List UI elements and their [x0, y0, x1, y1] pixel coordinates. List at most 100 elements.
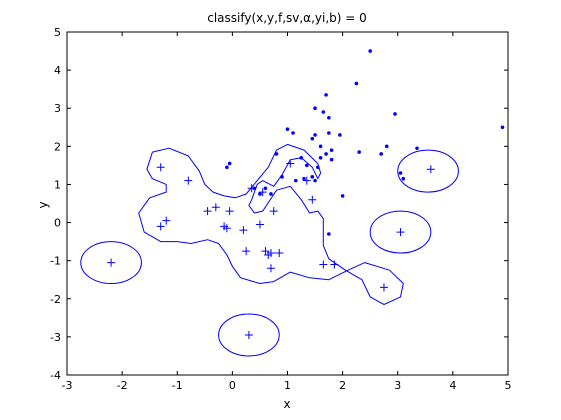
data-point-dot: [313, 133, 317, 137]
y-tick-label: 1: [54, 178, 61, 191]
data-point-dot: [285, 127, 290, 131]
data-point-plus: [258, 188, 267, 197]
data-point-plus: [302, 176, 311, 185]
data-point-dot: [384, 144, 389, 149]
data-point-plus: [156, 222, 165, 231]
data-point-dot: [327, 232, 331, 236]
x-tick-label: 0: [229, 379, 236, 392]
y-tick-label: -2: [50, 293, 61, 306]
data-point-dot: [357, 150, 361, 154]
data-point-dot: [316, 165, 320, 170]
data-point-dot: [340, 194, 345, 198]
data-point-plus: [239, 226, 248, 235]
data-point-dot: [227, 161, 232, 166]
contour-4: [138, 143, 404, 305]
data-point-dot: [398, 171, 403, 175]
data-point-dot: [274, 152, 279, 156]
data-point-plus: [242, 247, 251, 256]
chart-title: classify(x,y,f,sv,α,yi,b) = 0: [207, 11, 367, 25]
data-point-dot: [280, 175, 284, 179]
data-point-dot: [310, 136, 315, 141]
data-point-dot: [304, 163, 309, 168]
data-point-plus: [225, 207, 234, 216]
contour-1: [369, 210, 432, 254]
x-tick-label: -2: [117, 379, 128, 392]
y-tick-label: 4: [54, 64, 61, 77]
data-point-dot: [338, 133, 342, 137]
data-point-plus: [266, 249, 275, 258]
data-point-plus: [286, 159, 295, 168]
y-axis-label: y: [36, 201, 50, 208]
y-tick-label: -1: [50, 255, 61, 268]
data-point-dot: [291, 131, 295, 135]
data-point-plus: [308, 195, 317, 204]
y-tick-label: -3: [50, 331, 61, 344]
data-point-dot: [327, 131, 331, 135]
data-point-dot: [329, 157, 334, 162]
x-tick-label: -1: [172, 379, 183, 392]
data-point-dot: [310, 175, 315, 179]
data-point-plus: [396, 228, 405, 237]
x-axis-label: x: [283, 397, 290, 411]
data-point-plus: [222, 224, 231, 233]
y-tick-label: -4: [50, 369, 61, 382]
x-tick-label: 5: [505, 379, 512, 392]
data-point-dot: [415, 146, 419, 151]
data-point-plus: [275, 249, 284, 258]
data-point-dot: [324, 93, 328, 97]
data-points: [107, 49, 505, 339]
data-point-dot: [379, 152, 384, 156]
y-tick-label: 5: [54, 26, 61, 39]
contour-0: [80, 241, 142, 285]
data-point-plus: [184, 176, 193, 185]
data-point-plus: [269, 207, 278, 216]
data-point-plus: [266, 264, 275, 273]
data-point-dot: [302, 176, 306, 181]
data-point-dot: [299, 155, 304, 160]
data-point-dot: [318, 144, 323, 149]
data-point-plus: [426, 165, 435, 174]
data-point-dot: [324, 152, 328, 156]
data-point-dot: [321, 110, 326, 114]
y-tick-label: 0: [54, 217, 61, 230]
data-point-dot: [269, 192, 273, 196]
data-point-plus: [244, 330, 253, 339]
data-point-dot: [368, 49, 372, 53]
data-point-dot: [500, 125, 505, 130]
x-tick-label: 2: [339, 379, 346, 392]
data-point-dot: [293, 178, 298, 183]
contour-3: [218, 313, 280, 357]
data-point-dot: [354, 81, 359, 86]
data-point-plus: [156, 163, 165, 172]
data-point-plus: [162, 216, 171, 225]
data-point-dot: [327, 115, 331, 120]
plot-frame: [66, 31, 509, 376]
data-point-dot: [401, 176, 406, 181]
data-point-dot: [263, 186, 268, 191]
y-tick-label: 2: [54, 140, 61, 153]
data-point-plus: [261, 247, 270, 256]
data-point-plus: [255, 220, 264, 229]
y-tick-label: 3: [54, 102, 61, 115]
data-point-plus: [107, 258, 116, 267]
data-point-dot: [225, 165, 229, 170]
data-point-plus: [247, 184, 256, 193]
data-point-dot: [318, 155, 323, 160]
data-point-dot: [329, 148, 334, 152]
decision-boundary-contours: [80, 143, 459, 357]
data-point-plus: [379, 283, 388, 292]
data-point-plus: [319, 260, 328, 269]
data-point-dot: [258, 192, 262, 196]
data-point-dot: [393, 112, 397, 116]
data-point-plus: [211, 203, 220, 212]
data-point-plus: [203, 207, 212, 216]
contour-2: [397, 149, 459, 193]
data-point-dot: [313, 178, 317, 183]
data-point-dot: [313, 106, 317, 111]
x-tick-label: 3: [394, 379, 401, 392]
x-tick-label: 1: [284, 379, 291, 392]
data-point-plus: [330, 260, 339, 269]
x-tick-label: 4: [449, 379, 456, 392]
